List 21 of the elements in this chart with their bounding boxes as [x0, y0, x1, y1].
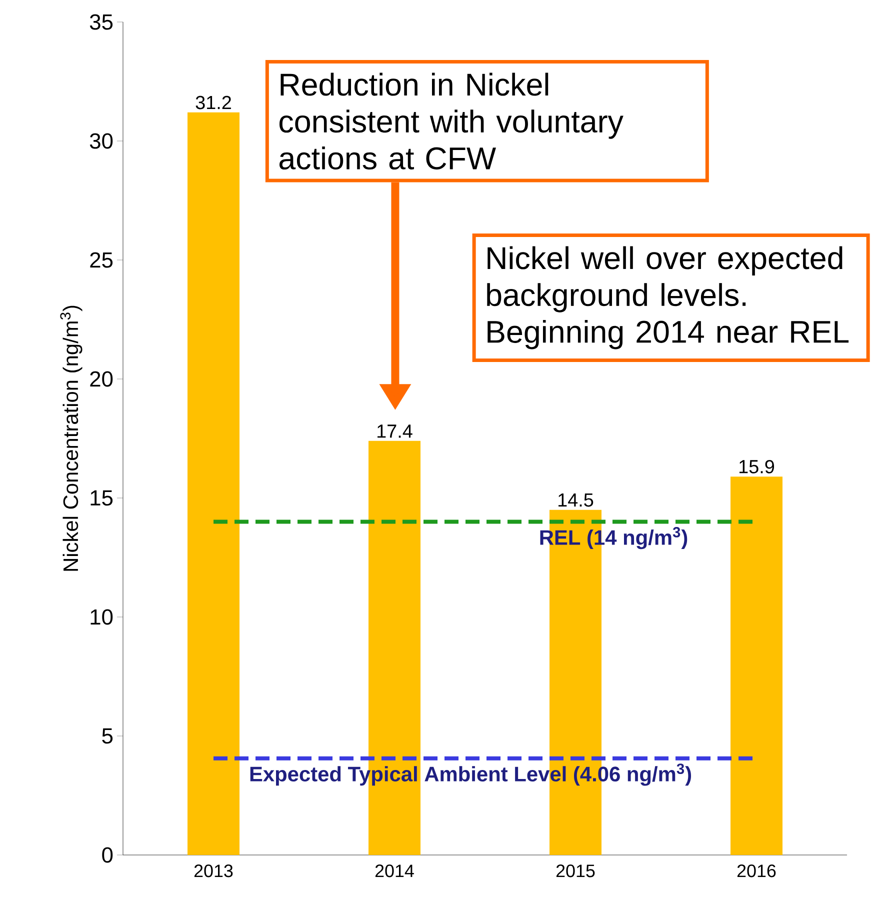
data-label: 17.4 [378, 424, 412, 438]
y-axis-title: Nickel Concentration (ng/m$^{3}$) [60, 306, 82, 571]
data-label: 31.2 [196, 96, 231, 110]
bar [188, 112, 240, 855]
y-tick-label: 35 [90, 14, 113, 30]
bar [730, 476, 782, 855]
annotation: Nickel well over expected background levels. Beginning 2014 near REL [487, 246, 849, 350]
y-tick-label: 0 [102, 847, 113, 863]
y-tick-label: 5 [102, 728, 113, 744]
y-tick-label: 20 [90, 371, 113, 387]
y-tick-label: 30 [90, 133, 113, 149]
y-tick-label: 10 [90, 609, 113, 625]
y-tick-label: 15 [90, 490, 113, 506]
x-tick-label: 2014 [375, 864, 414, 878]
x-tick-label: 2016 [737, 864, 776, 878]
y-tick-label: 25 [90, 252, 113, 268]
data-label: 15.9 [740, 460, 774, 474]
annotation: Reduction in Nickel consistent with voluntary actions at CFW [280, 72, 624, 170]
x-tick-label: 2015 [556, 864, 595, 878]
x-tick-label: 2013 [194, 864, 233, 878]
data-label: 14.5 [558, 493, 594, 507]
